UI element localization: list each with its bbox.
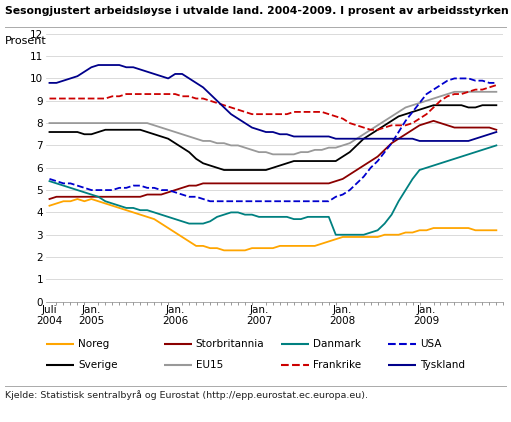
Text: Storbritannia: Storbritannia [196, 339, 264, 349]
Text: EU15: EU15 [196, 360, 223, 370]
Text: Kjelde: Statistisk sentralbyrå og Eurostat (http://epp.eurostat.ec.europa.eu).: Kjelde: Statistisk sentralbyrå og Eurost… [5, 390, 368, 400]
Text: Frankrike: Frankrike [313, 360, 361, 370]
Text: Prosent: Prosent [5, 36, 47, 46]
Text: Tyskland: Tyskland [421, 360, 466, 370]
Text: Danmark: Danmark [313, 339, 361, 349]
Text: Noreg: Noreg [78, 339, 109, 349]
Text: Sverige: Sverige [78, 360, 118, 370]
Text: Sesongjustert arbeidsløyse i utvalde land. 2004-2009. I prosent av arbeidsstyrke: Sesongjustert arbeidsløyse i utvalde lan… [5, 6, 509, 16]
Text: USA: USA [421, 339, 442, 349]
